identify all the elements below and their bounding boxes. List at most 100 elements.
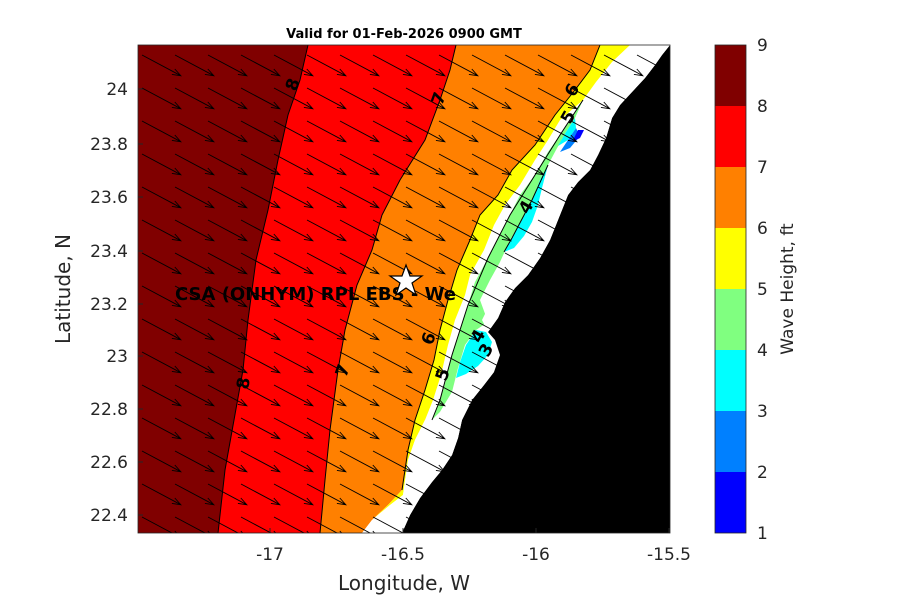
wave-direction-arrow (570, 153, 611, 176)
wave-direction-arrow (570, 219, 611, 242)
wave-direction-arrow (504, 87, 545, 110)
wave-direction-arrow (603, 186, 644, 209)
wave-direction-arrow (273, 153, 314, 176)
wave-direction-arrow (504, 516, 541, 533)
y-tick-label: 23 (106, 347, 128, 367)
wave-direction-arrow (471, 516, 508, 533)
wave-direction-arrow (372, 186, 413, 209)
colorbar-swatch-7-8 (715, 106, 746, 167)
wave-direction-arrow (273, 516, 310, 533)
wave-direction-arrow (438, 417, 479, 440)
wave-direction-arrow (240, 219, 281, 242)
wave-direction-arrow (471, 186, 512, 209)
wave-direction-arrow (141, 285, 182, 308)
wave-direction-arrow (240, 417, 281, 440)
contour-4 (503, 164, 549, 253)
colorbar-tick-label: 1 (757, 524, 768, 544)
station-star-marker (388, 263, 424, 297)
wave-direction-arrow (174, 318, 215, 341)
wave-direction-arrow (570, 54, 611, 77)
wave-direction-arrow (471, 219, 512, 242)
wave-direction-arrow (537, 351, 578, 374)
wave-direction-arrow (306, 120, 347, 143)
wave-direction-arrow (504, 153, 545, 176)
wave-direction-arrow (504, 318, 545, 341)
wave-direction-arrow (438, 219, 479, 242)
wave-direction-arrow (471, 120, 512, 143)
wave-direction-arrow (438, 351, 479, 374)
wave-direction-arrow (537, 417, 578, 440)
wave-direction-arrow (372, 483, 413, 506)
wave-direction-arrow (603, 417, 644, 440)
wave-direction-arrow (207, 351, 248, 374)
wave-direction-arrow (339, 384, 380, 407)
wave-direction-arrow (207, 219, 248, 242)
x-tick-label: -16.5 (381, 545, 425, 565)
y-axis: 24 23.8 23.6 23.4 23.2 23 22.8 22.6 22.4… (51, 80, 143, 526)
wave-direction-arrow (339, 417, 380, 440)
wave-direction-arrow (339, 54, 380, 77)
wave-direction-arrow (207, 252, 248, 275)
wave-direction-arrow (240, 450, 281, 473)
wave-direction-arrow (141, 450, 182, 473)
wave-direction-arrow (372, 219, 413, 242)
wave-direction-arrows (141, 54, 670, 533)
wave-direction-arrow (207, 120, 248, 143)
wave-direction-arrow (438, 54, 479, 77)
wave-direction-arrow (372, 516, 409, 533)
wave-direction-arrow (537, 87, 578, 110)
wave-direction-arrow (504, 483, 545, 506)
wave-direction-arrow (603, 54, 644, 77)
wave-direction-arrow (405, 120, 446, 143)
wave-direction-arrow (438, 318, 479, 341)
wave-direction-arrow (504, 417, 545, 440)
wave-direction-arrow (207, 87, 248, 110)
wave-direction-arrow (306, 285, 347, 308)
wave-direction-arrow (240, 120, 281, 143)
wave-direction-arrow (405, 252, 446, 275)
wave-direction-arrow (372, 153, 413, 176)
wave-direction-arrow (537, 384, 578, 407)
x-tick-label: -15.5 (647, 545, 691, 565)
wave-direction-arrow (603, 285, 644, 308)
wave-direction-arrow (438, 384, 479, 407)
contour-5 (431, 99, 584, 421)
wave-direction-arrow (240, 54, 281, 77)
wave-direction-arrow (141, 516, 178, 533)
wave-direction-arrow (603, 318, 644, 341)
wave-direction-arrow (504, 219, 545, 242)
wave-direction-arrow (273, 417, 314, 440)
wave-direction-arrow (405, 483, 446, 506)
y-tick-label: 22.8 (90, 400, 128, 420)
wave-direction-arrow (207, 54, 248, 77)
wave-direction-arrow (504, 384, 545, 407)
wave-direction-arrow (339, 450, 380, 473)
wave-direction-arrow (603, 516, 640, 533)
wave-direction-arrow (570, 186, 611, 209)
wave-direction-arrow (174, 120, 215, 143)
wave-direction-arrow (405, 54, 446, 77)
wave-direction-arrow (174, 450, 215, 473)
wave-direction-arrow (207, 285, 248, 308)
wave-direction-arrow (240, 252, 281, 275)
wave-direction-arrow (504, 351, 545, 374)
colorbar: 9 8 7 6 5 4 3 2 1 Wave Height, ft (714, 36, 798, 544)
colorbar-tick-label: 3 (757, 402, 768, 422)
colorbar-frame (714, 44, 747, 534)
wave-direction-arrow (372, 450, 413, 473)
colorbar-swatch-3-4 (715, 350, 746, 411)
wave-direction-arrow (306, 351, 347, 374)
wave-direction-arrow (372, 120, 413, 143)
contour-label: 8 (233, 376, 255, 391)
wave-direction-arrow (339, 87, 380, 110)
wave-direction-arrow (273, 285, 314, 308)
wave-direction-arrow (471, 351, 512, 374)
wave-direction-arrow (174, 285, 215, 308)
wave-direction-arrow (471, 384, 512, 407)
wave-direction-arrow (207, 483, 248, 506)
wave-direction-arrow (405, 417, 446, 440)
wave-direction-arrow (537, 516, 574, 533)
wave-direction-arrow (438, 483, 479, 506)
wave-direction-arrow (372, 285, 413, 308)
